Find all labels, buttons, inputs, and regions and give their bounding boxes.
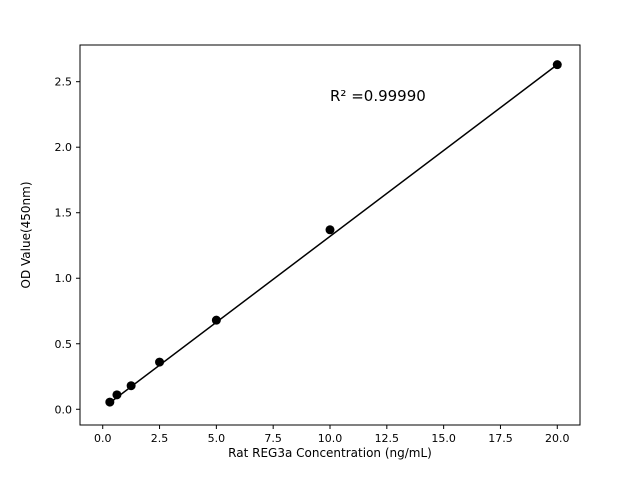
data-point [126, 381, 136, 391]
data-point [112, 390, 122, 400]
y-tick-label: 2.5 [55, 76, 73, 89]
x-axis-label: Rat REG3a Concentration (ng/mL) [228, 446, 432, 460]
y-axis-ticks: 0.0 0.5 1.0 1.5 2.0 2.5 [55, 76, 80, 416]
x-tick-label: 0.0 [94, 432, 112, 445]
x-tick-label: 2.5 [151, 432, 169, 445]
data-point [211, 315, 221, 325]
data-point [552, 60, 562, 70]
regression-line [109, 64, 558, 404]
x-axis-ticks: 0.0 2.5 5.0 7.5 10.0 12.5 15.0 17.5 20.0 [94, 425, 570, 445]
x-tick-label: 15.0 [431, 432, 456, 445]
x-tick-label: 5.0 [208, 432, 226, 445]
y-axis-label: OD Value(450nm) [19, 181, 33, 288]
data-point [325, 225, 335, 235]
x-tick-label: 20.0 [545, 432, 570, 445]
y-tick-label: 1.0 [55, 272, 73, 285]
y-tick-label: 0.0 [55, 403, 73, 416]
x-tick-label: 17.5 [488, 432, 513, 445]
data-point [155, 357, 165, 367]
y-tick-label: 2.0 [55, 141, 73, 154]
x-tick-label: 7.5 [264, 432, 282, 445]
data-point [105, 397, 115, 407]
x-tick-label: 12.5 [375, 432, 400, 445]
y-tick-label: 0.5 [55, 338, 73, 351]
fit-line [109, 64, 558, 404]
data-points [105, 60, 562, 407]
y-tick-label: 1.5 [55, 207, 73, 220]
x-tick-label: 10.0 [318, 432, 343, 445]
r-squared-annotation: R² =0.99990 [330, 87, 426, 105]
